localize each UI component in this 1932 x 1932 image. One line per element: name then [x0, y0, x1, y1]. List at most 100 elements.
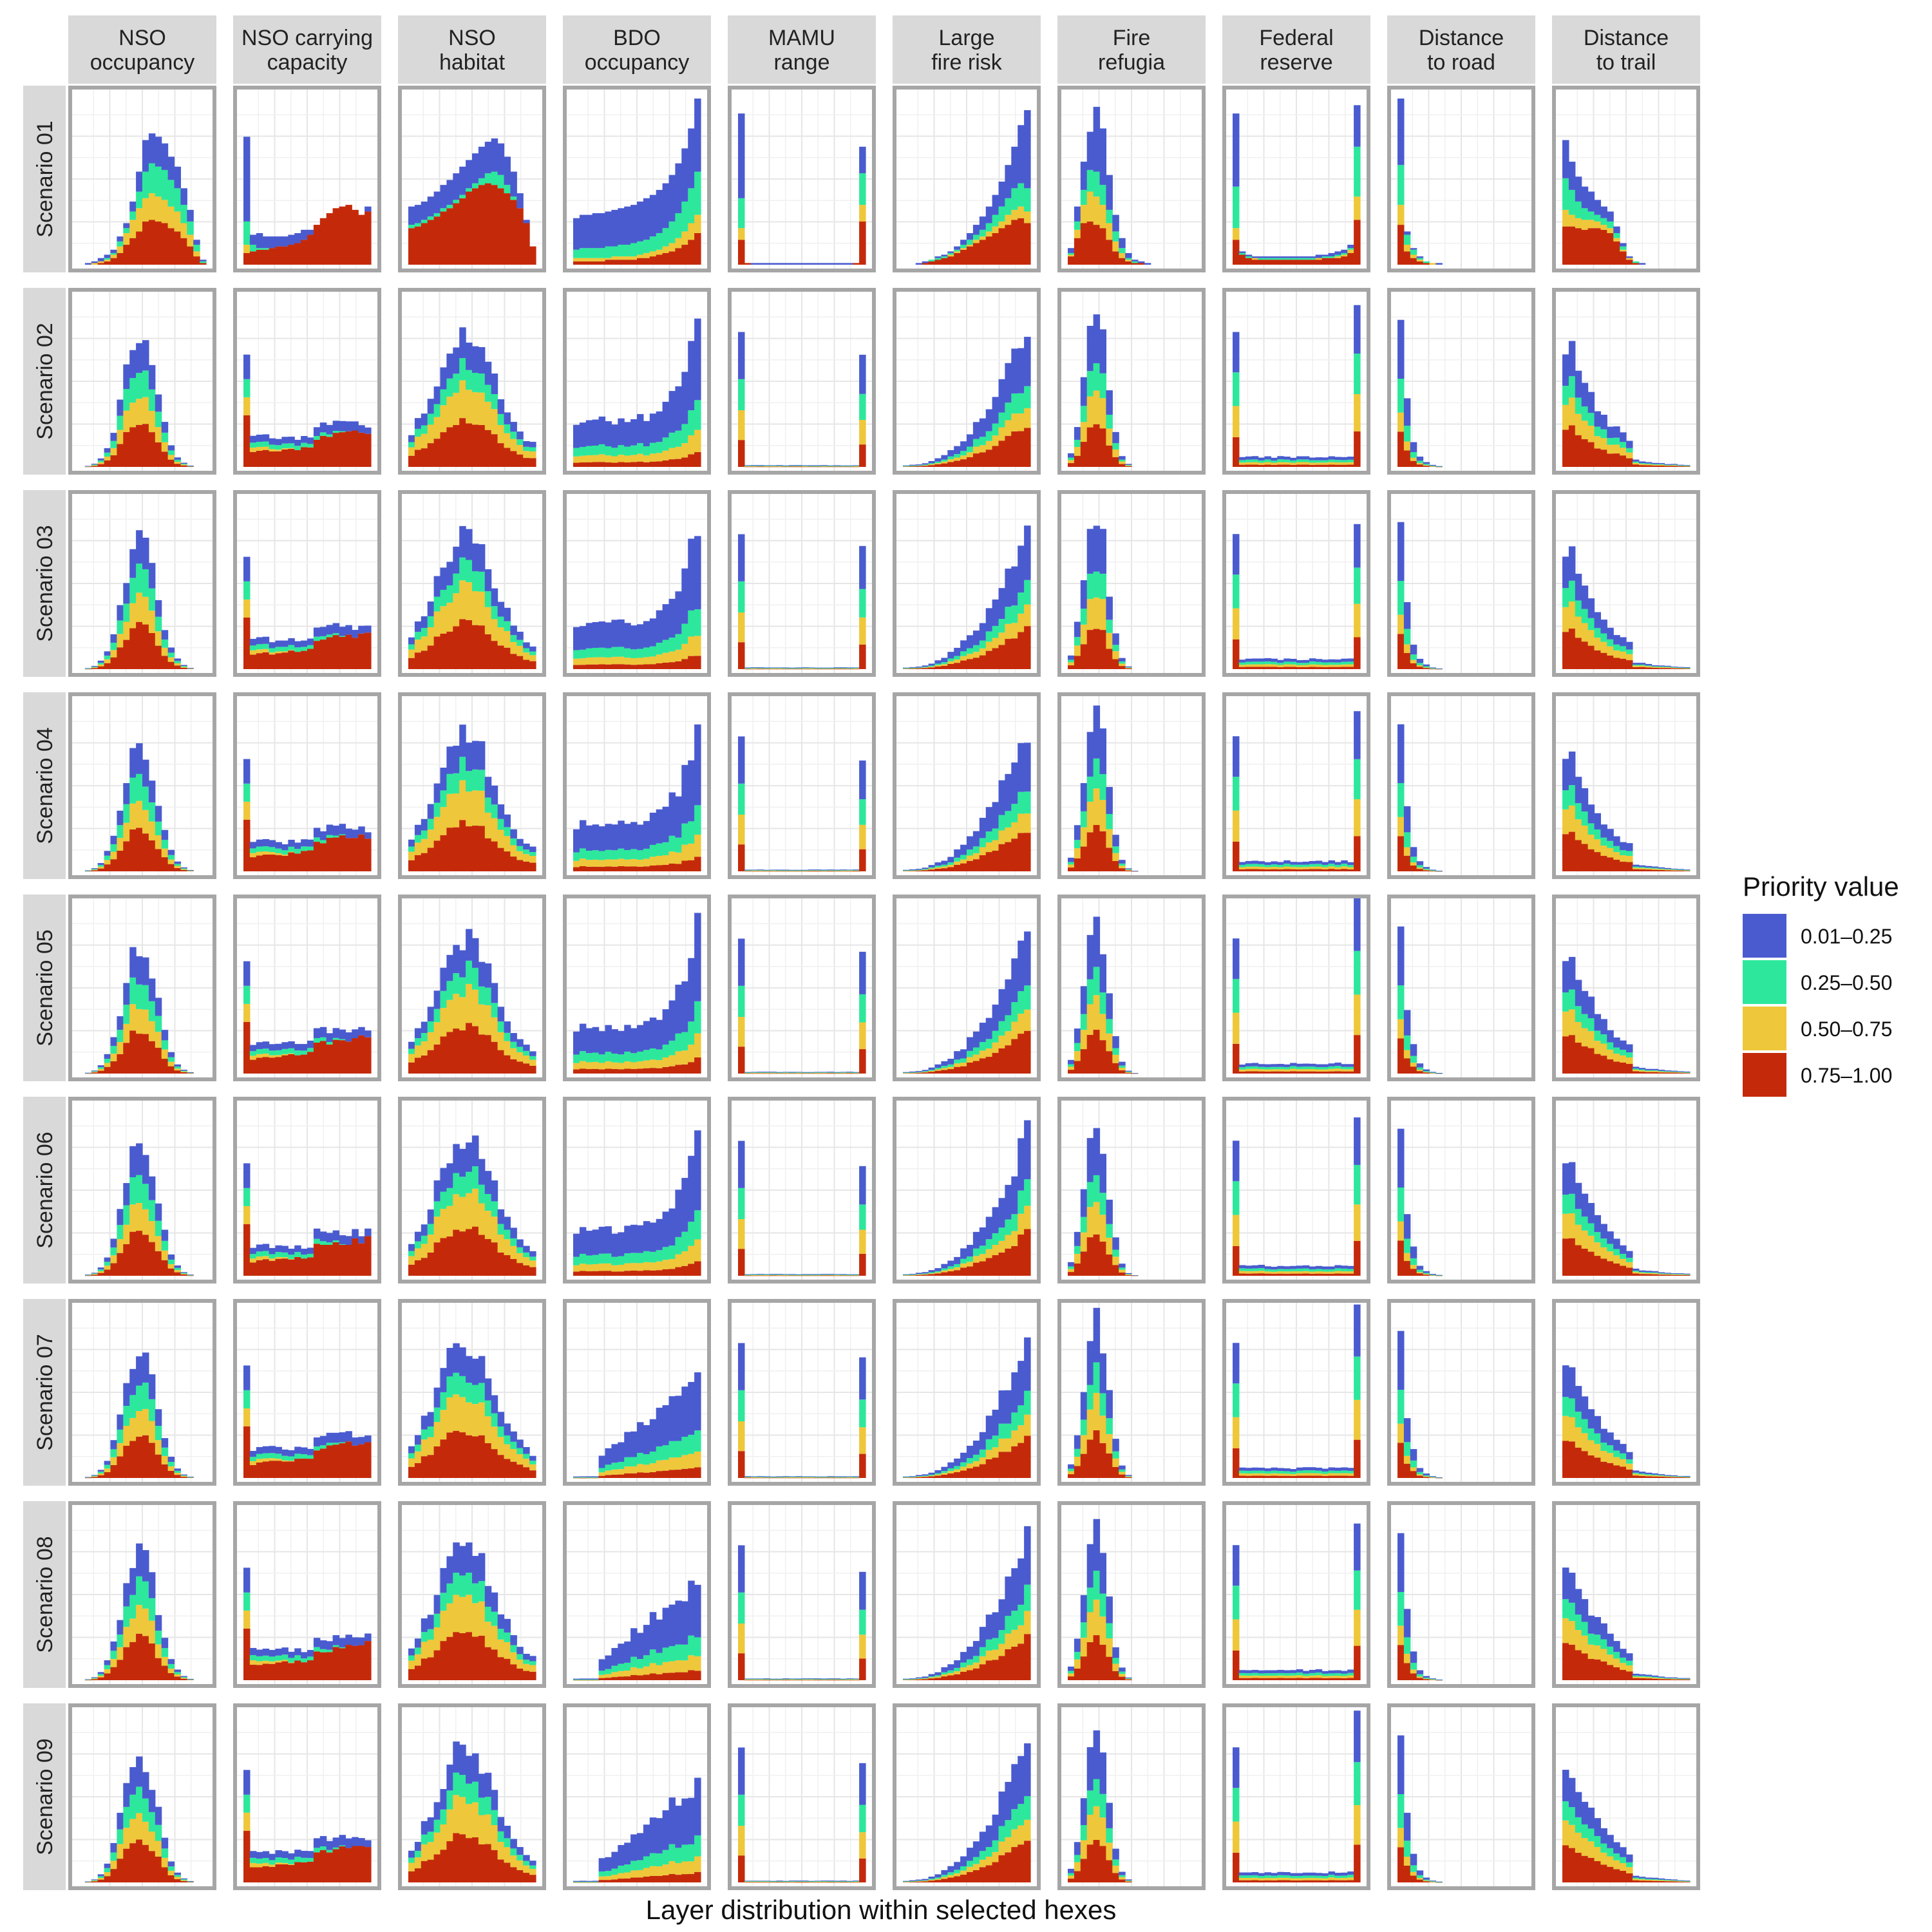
histogram-bar-segment	[744, 1072, 752, 1073]
histogram-bar-segment	[1651, 667, 1659, 668]
histogram-bar-segment	[1658, 465, 1665, 467]
histogram-bar-segment	[187, 869, 194, 871]
histogram-bar-segment	[142, 340, 149, 371]
histogram-bar-segment	[459, 194, 466, 198]
histogram-bar-segment	[1093, 825, 1101, 871]
histogram-bar-segment	[262, 450, 270, 467]
histogram-bar-segment	[985, 1258, 993, 1276]
histogram-bar-segment	[123, 1183, 130, 1206]
histogram-bar-segment	[1677, 1273, 1684, 1274]
histogram-bar-segment	[1581, 811, 1589, 826]
histogram-bar-segment	[934, 866, 942, 867]
histogram-bar-segment	[294, 446, 301, 450]
histogram-bar-segment	[427, 829, 435, 848]
histogram-bar-segment	[433, 802, 441, 817]
histogram-bar-segment	[1245, 459, 1253, 462]
histogram-bar-segment	[903, 1274, 910, 1275]
histogram-bar-segment	[1587, 228, 1595, 265]
histogram-bar-segment	[1068, 1262, 1075, 1267]
histogram-bar-segment	[174, 1068, 181, 1071]
histogram-bar-segment	[1125, 1274, 1132, 1275]
histogram-bar-segment	[1024, 336, 1031, 386]
histogram-bar-segment	[744, 466, 752, 468]
histogram-bar-segment	[275, 651, 282, 654]
histogram-bar-segment	[1080, 205, 1088, 223]
histogram-bar-segment	[1074, 427, 1081, 440]
histogram-bar-segment	[421, 425, 428, 434]
histogram-bar-segment	[814, 1072, 822, 1073]
histogram-bar-segment	[770, 466, 777, 468]
histogram-bar-segment	[1435, 1073, 1443, 1074]
histogram-bar-segment	[1302, 867, 1310, 869]
histogram-bar-segment	[155, 1251, 162, 1276]
histogram-bar-segment	[97, 458, 105, 460]
histogram-bar-segment	[1423, 263, 1430, 265]
histogram-bar-segment	[903, 668, 910, 669]
histogram-bar-segment	[262, 446, 270, 450]
histogram-bar-segment	[1233, 1215, 1240, 1246]
histogram-bar-segment	[802, 1072, 809, 1074]
histogram-bar-segment	[516, 838, 524, 846]
histogram-bar-segment	[167, 652, 175, 658]
histogram-bar-segment	[142, 171, 149, 198]
histogram-bar-segment	[104, 452, 111, 457]
histogram-bar-segment	[1347, 249, 1354, 253]
histogram-bar-segment	[453, 573, 460, 594]
histogram-bar-segment	[281, 640, 289, 647]
histogram-bar-segment	[1119, 661, 1126, 664]
histogram-bar-segment	[421, 1055, 428, 1074]
histogram-bar-segment	[1397, 581, 1405, 615]
histogram-bar-segment	[1397, 1128, 1405, 1188]
histogram-bar-segment	[1258, 667, 1265, 669]
histogram-bar-segment	[992, 828, 999, 840]
facet-panel	[893, 895, 1041, 1081]
histogram-bar-segment	[504, 621, 511, 631]
histogram-bar-segment	[427, 413, 435, 425]
histogram-bar-segment	[1664, 870, 1671, 871]
histogram-bar-segment	[523, 1265, 530, 1276]
histogram-bar-segment	[1397, 926, 1405, 985]
histogram-bar-segment	[1093, 106, 1101, 172]
histogram-bar-segment	[1258, 869, 1265, 871]
histogram-bar-segment	[915, 1274, 923, 1275]
histogram-bar-segment	[466, 560, 473, 583]
histogram-bar-segment	[776, 668, 783, 670]
histogram-bar-segment	[478, 625, 486, 669]
histogram-bar-segment	[301, 442, 308, 448]
histogram-bar-segment	[161, 857, 169, 871]
histogram-bar-segment	[618, 664, 625, 669]
histogram-bar-segment	[523, 1245, 530, 1253]
histogram-bar-segment	[1024, 791, 1031, 814]
histogram-bar-segment	[1410, 1265, 1417, 1269]
facet-panel	[1222, 692, 1370, 879]
histogram-bar-segment	[1080, 1251, 1088, 1276]
histogram-bar-segment	[478, 961, 486, 987]
histogram-bar-segment	[763, 1274, 771, 1276]
histogram-bar-segment	[1613, 836, 1620, 846]
histogram-bar-segment	[155, 137, 162, 167]
histogram-bar-segment	[1328, 866, 1335, 869]
histogram-bar-segment	[1125, 260, 1132, 261]
histogram-bar-segment	[649, 453, 657, 462]
histogram-bar-segment	[249, 251, 257, 265]
histogram-bar-segment	[795, 1274, 802, 1275]
histogram-bar-segment	[941, 1270, 948, 1273]
histogram-bar-segment	[947, 459, 954, 462]
histogram-bar-segment	[497, 848, 505, 871]
histogram-bar-segment	[427, 424, 435, 444]
column-strip-label: Fire	[1113, 26, 1151, 50]
histogram-bar-segment	[643, 1262, 650, 1271]
histogram-bar-segment	[954, 246, 961, 250]
histogram-bar-segment	[1290, 864, 1297, 867]
histogram-bar-segment	[1112, 1256, 1119, 1265]
histogram-bar-segment	[117, 838, 124, 851]
histogram-bar-segment	[180, 665, 187, 667]
histogram-bar-segment	[972, 1248, 980, 1256]
histogram-bar-segment	[1018, 206, 1025, 218]
histogram-bar-segment	[757, 667, 764, 668]
histogram-bar-segment	[110, 859, 117, 871]
histogram-bar-segment	[1125, 252, 1132, 258]
histogram-bar-segment	[497, 1007, 505, 1022]
histogram-bar-segment	[688, 128, 695, 189]
histogram-bar-segment	[433, 1044, 441, 1074]
